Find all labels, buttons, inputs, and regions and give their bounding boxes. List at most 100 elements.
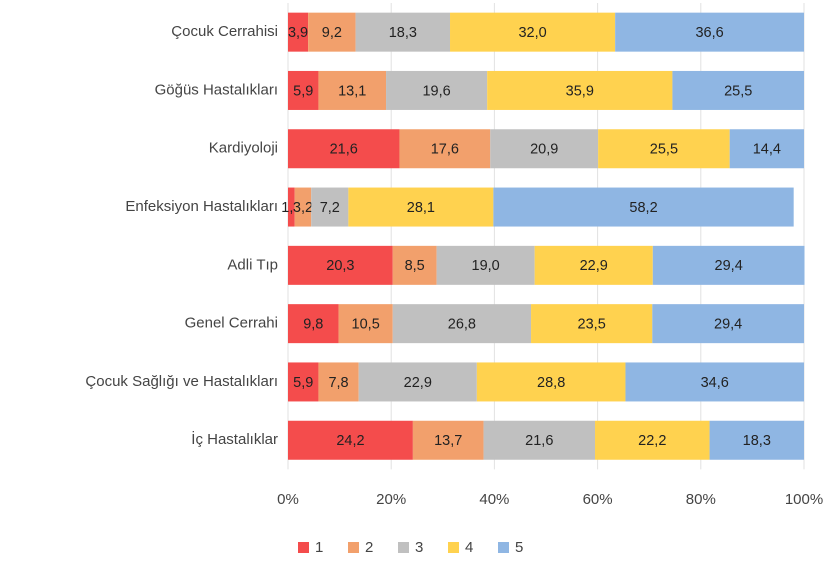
- bar-segment: [288, 187, 295, 227]
- bar-segment: [729, 129, 804, 169]
- y-tick-label: Enfeksiyon Hastalıkları: [125, 198, 278, 215]
- bar-segment: [595, 420, 710, 460]
- data-label: 9,2: [322, 25, 342, 41]
- bar-segment: [392, 304, 532, 344]
- bar-segment: [358, 362, 477, 402]
- bar-segment: [288, 245, 393, 285]
- data-label: 29,4: [715, 258, 743, 274]
- x-tick-label: 80%: [686, 491, 716, 508]
- bar-segment: [487, 70, 673, 110]
- data-label: 22,9: [580, 258, 608, 274]
- bar-segment: [348, 187, 494, 227]
- data-label: 3,9: [288, 25, 308, 41]
- data-label: 22,2: [638, 433, 666, 449]
- y-tick-label: Çocuk Cerrahisi: [171, 23, 278, 40]
- x-tick-label: 60%: [583, 491, 613, 508]
- legend-label: 2: [365, 539, 373, 556]
- data-label: 19,6: [422, 83, 450, 99]
- bar-segment: [338, 304, 393, 344]
- data-label: 14,4: [753, 142, 781, 158]
- data-label: 36,6: [695, 25, 723, 41]
- bar-segment: [450, 12, 616, 52]
- y-tick-label: Çocuk Sağlığı ve Hastalıkları: [85, 373, 278, 390]
- data-label: 18,3: [389, 25, 417, 41]
- data-label: 34,6: [701, 375, 729, 391]
- bar-segment: [493, 187, 794, 227]
- data-label: 20,3: [326, 258, 354, 274]
- x-tick-label: 0%: [277, 491, 299, 508]
- data-label: 35,9: [566, 83, 594, 99]
- bar-segment: [490, 129, 599, 169]
- legend-swatch: [348, 542, 359, 553]
- data-label: 21,6: [330, 142, 358, 158]
- data-label: 7,8: [328, 375, 348, 391]
- bar-segment: [311, 187, 349, 227]
- legend-swatch: [298, 542, 309, 553]
- bar-segment: [652, 304, 804, 344]
- data-label: 19,0: [472, 258, 500, 274]
- bar-segment: [308, 12, 356, 52]
- bar-segment: [625, 362, 804, 402]
- legend-swatch: [398, 542, 409, 553]
- x-tick-label: 20%: [376, 491, 406, 508]
- data-label: 58,2: [629, 200, 657, 216]
- data-label: 32,0: [518, 25, 546, 41]
- data-label: 29,4: [714, 316, 742, 332]
- data-label: 3,2: [293, 200, 313, 216]
- legend-label: 3: [415, 539, 423, 556]
- bar-segment: [288, 129, 400, 169]
- data-label: 24,2: [336, 433, 364, 449]
- data-label: 8,5: [405, 258, 425, 274]
- bar-segment: [288, 420, 413, 460]
- bar-segment: [483, 420, 596, 460]
- y-tick-label: Kardiyoloji: [209, 140, 278, 157]
- bar-segment: [652, 245, 805, 285]
- data-label: 13,7: [434, 433, 462, 449]
- data-label: 25,5: [650, 142, 678, 158]
- data-label: 5,9: [293, 83, 313, 99]
- bar-segment: [288, 12, 309, 52]
- bar-segment: [392, 245, 437, 285]
- bar-segment: [318, 70, 387, 110]
- legend-swatch: [498, 542, 509, 553]
- bar-segment: [615, 12, 804, 52]
- bar-segment: [412, 420, 484, 460]
- bar-segment: [386, 70, 488, 110]
- bar-segment: [476, 362, 626, 402]
- data-label: 20,9: [530, 142, 558, 158]
- y-tick-label: İç Hastalıklar: [191, 430, 278, 448]
- legend-label: 5: [515, 539, 523, 556]
- data-label: 13,1: [338, 83, 366, 99]
- bar-segment: [288, 362, 319, 402]
- data-label: 26,8: [448, 316, 476, 332]
- data-label: 28,1: [407, 200, 435, 216]
- bar-segment: [288, 70, 319, 110]
- data-label: 25,5: [724, 83, 752, 99]
- data-label: 17,6: [431, 142, 459, 158]
- legend-label: 1: [315, 539, 323, 556]
- data-label: 7,2: [320, 200, 340, 216]
- data-label: 5,9: [293, 375, 313, 391]
- bar-segment: [399, 129, 491, 169]
- bar-segment: [672, 70, 804, 110]
- data-label: 9,8: [303, 316, 323, 332]
- bar-segment: [534, 245, 653, 285]
- legend-swatch: [448, 542, 459, 553]
- data-label: 10,5: [352, 316, 380, 332]
- data-label: 18,3: [743, 433, 771, 449]
- y-tick-label: Genel Cerrahi: [185, 315, 278, 332]
- data-label: 28,8: [537, 375, 565, 391]
- x-tick-label: 100%: [785, 491, 823, 508]
- bar-segment: [355, 12, 451, 52]
- bar-segment: [318, 362, 359, 402]
- bar-segment: [531, 304, 653, 344]
- bar-segment: [294, 187, 312, 227]
- bar-segment: [288, 304, 339, 344]
- y-tick-label: Adli Tıp: [227, 256, 278, 273]
- x-tick-label: 40%: [479, 491, 509, 508]
- legend-label: 4: [465, 539, 473, 556]
- y-tick-label: Göğüs Hastalıkları: [155, 81, 278, 98]
- bar-segment: [709, 420, 804, 460]
- bar-segment: [436, 245, 535, 285]
